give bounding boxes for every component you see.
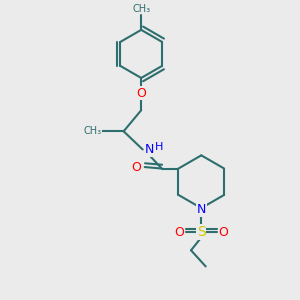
Text: S: S bbox=[197, 225, 206, 239]
Text: O: O bbox=[136, 87, 146, 100]
Text: O: O bbox=[174, 226, 184, 238]
Text: N: N bbox=[144, 143, 154, 156]
Text: O: O bbox=[218, 226, 228, 238]
Text: O: O bbox=[132, 160, 142, 174]
Text: H: H bbox=[155, 142, 164, 152]
Text: CH₃: CH₃ bbox=[132, 4, 150, 14]
Text: CH₃: CH₃ bbox=[83, 126, 101, 136]
Text: N: N bbox=[196, 203, 206, 216]
